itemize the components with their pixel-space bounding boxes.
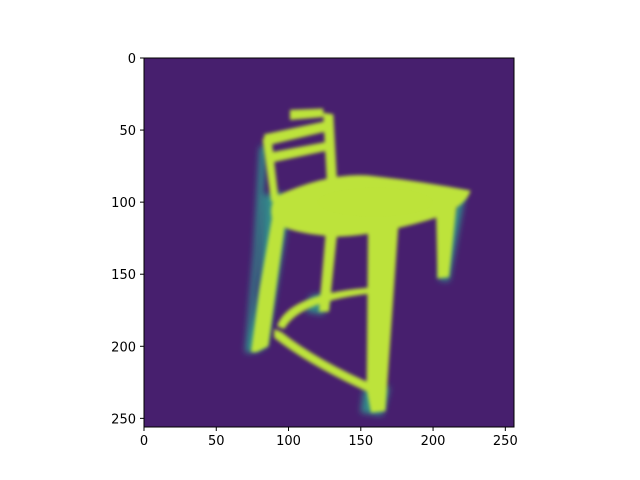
image-content	[245, 108, 471, 416]
y-tick-label: 0	[128, 52, 136, 67]
y-tick-label: 150	[111, 268, 136, 283]
chair-silhouette	[250, 108, 471, 413]
y-tick-label: 200	[111, 340, 136, 355]
y-tick-label: 100	[111, 196, 136, 211]
x-axis: 0 50 100 150 200 250	[140, 427, 518, 449]
y-tick-label: 250	[111, 412, 136, 427]
x-tick-label: 200	[421, 434, 446, 449]
x-tick-label: 250	[493, 434, 518, 449]
axes-frame	[143, 57, 515, 428]
x-tick-label: 150	[348, 434, 373, 449]
chair-image	[245, 108, 471, 416]
y-axis: 0 50 100 150 200 250	[111, 52, 144, 427]
x-tick-label: 0	[140, 434, 148, 449]
x-tick-label: 50	[208, 434, 225, 449]
y-tick-label: 50	[119, 124, 136, 139]
x-tick-label: 100	[276, 434, 301, 449]
chair-highlights	[317, 187, 434, 217]
